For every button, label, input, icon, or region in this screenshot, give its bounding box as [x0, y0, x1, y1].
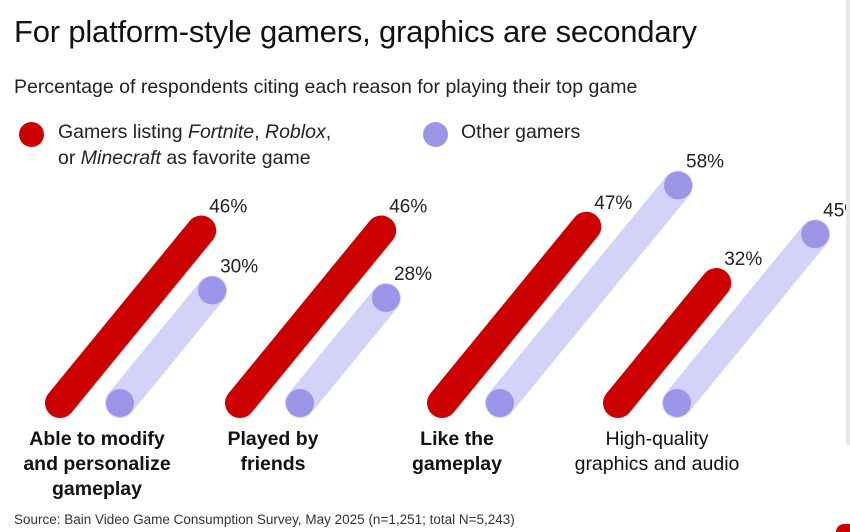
legend-swatch-other-gamers: [423, 122, 448, 147]
bar-other-gamers-2-end-dot: [371, 284, 400, 312]
bar-other-gamers-4-end-dot: [801, 220, 830, 249]
source-note: Source: Bain Video Game Consumption Surv…: [14, 512, 515, 527]
category-label-1-line-3: gameplay: [52, 478, 142, 500]
bar-platform-gamers-3-end-dot: [572, 212, 601, 241]
brand-corner-mark: [836, 524, 850, 532]
bar-other-gamers-1-start-dot: [106, 389, 134, 417]
value-label-other-gamers-1: 30%: [220, 257, 258, 278]
category-label-2-line-1: Played by: [227, 428, 318, 450]
bar-other-gamers-2: [285, 283, 401, 418]
legend-swatch-platform-gamers: [19, 122, 44, 147]
category-label-1-line-1: Able to modify: [29, 428, 165, 450]
value-label-platform-gamers-1: 46%: [209, 197, 247, 218]
value-label-platform-gamers-3: 47%: [594, 193, 632, 214]
value-label-other-gamers-3: 58%: [686, 152, 724, 173]
category-label-4-line-2: graphics and audio: [575, 453, 740, 475]
value-label-other-gamers-2: 28%: [394, 264, 432, 285]
edge-strip: [846, 0, 850, 445]
bar-platform-gamers-3-start-dot: [428, 389, 456, 417]
bar-other-gamers-3: [485, 170, 694, 418]
bar-other-gamers-4-start-dot: [663, 389, 691, 417]
value-label-platform-gamers-4: 32%: [724, 249, 762, 270]
bar-platform-gamers-3: [427, 211, 602, 418]
bar-platform-gamers-1-start-dot: [46, 389, 74, 417]
chart-title: For platform-style gamers, graphics are …: [14, 14, 697, 49]
bar-platform-gamers-2-end-dot: [367, 216, 396, 245]
bar-other-gamers-1-end-dot: [198, 276, 227, 305]
category-label-4-line-1: High-quality: [606, 428, 709, 450]
bar-other-gamers-2-start-dot: [286, 389, 314, 417]
category-label-3-line-1: Like the: [420, 428, 494, 450]
bar-platform-gamers-2: [225, 215, 397, 418]
category-label-3-line-2: gameplay: [412, 453, 502, 475]
bar-platform-gamers-4-end-dot: [702, 269, 731, 297]
bar-other-gamers-4: [662, 219, 831, 418]
bar-platform-gamers-2-start-dot: [226, 389, 254, 417]
bar-platform-gamers-4-start-dot: [604, 389, 632, 417]
bar-platform-gamers-1-end-dot: [187, 216, 216, 245]
bar-other-gamers-3-start-dot: [486, 389, 514, 417]
bar-other-gamers-1: [105, 275, 228, 418]
value-label-platform-gamers-2: 46%: [389, 197, 427, 218]
legend-label-platform-gamers: Gamers listing Fortnite, Roblox, or Mine…: [58, 121, 332, 169]
category-label-2-line-2: friends: [240, 453, 305, 475]
chart-plot: 30% 46% 28% 46% 58% 47% 45% 32% Able to modify an…: [23, 152, 850, 501]
chart-subtitle: Percentage of respondents citing each re…: [14, 76, 638, 98]
value-label-other-gamers-4: 45%: [823, 200, 850, 221]
bar-other-gamers-3-end-dot: [664, 171, 693, 200]
bar-platform-gamers-4: [603, 268, 732, 418]
bar-platform-gamers-1: [45, 215, 217, 418]
legend-label-other-gamers: Other gamers: [461, 121, 581, 143]
category-label-1-line-2: and personalize: [23, 453, 171, 475]
